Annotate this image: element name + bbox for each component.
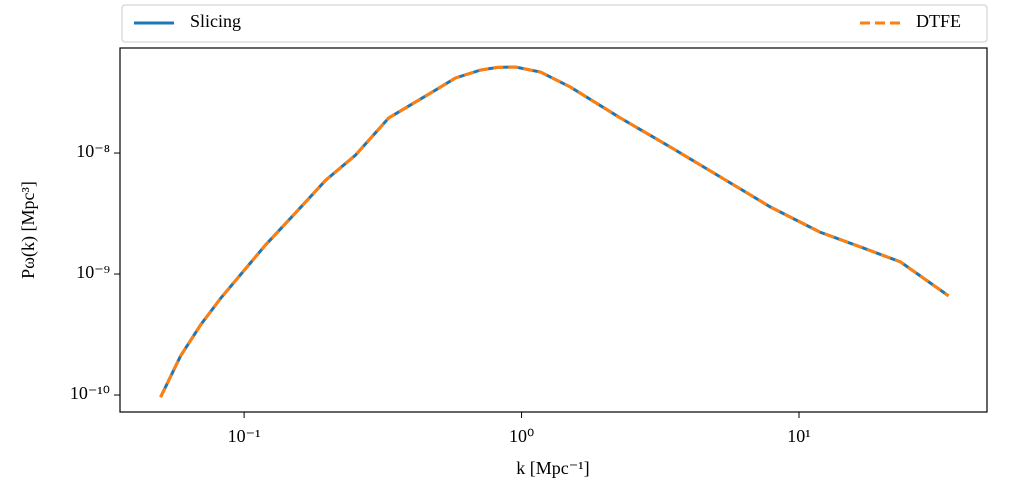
legend-label: DTFE xyxy=(916,11,961,31)
y-tick-label: 10⁻⁸ xyxy=(76,141,110,161)
legend-label: Slicing xyxy=(190,11,241,31)
x-tick-label: 10⁰ xyxy=(509,426,534,446)
plot-frame xyxy=(119,47,988,413)
line xyxy=(159,65,950,398)
y-tick-label: 10⁻¹⁰ xyxy=(70,383,110,403)
x-tick-label: 10¹ xyxy=(787,426,810,446)
legend-box xyxy=(121,4,988,43)
y-tick-label: 10⁻⁹ xyxy=(76,262,110,282)
x-axis-label: k [Mpc⁻¹] xyxy=(516,458,589,478)
x-tick-label: 10⁻¹ xyxy=(228,426,261,446)
y-axis-label: Pω(k) [Mpc³] xyxy=(18,181,39,279)
